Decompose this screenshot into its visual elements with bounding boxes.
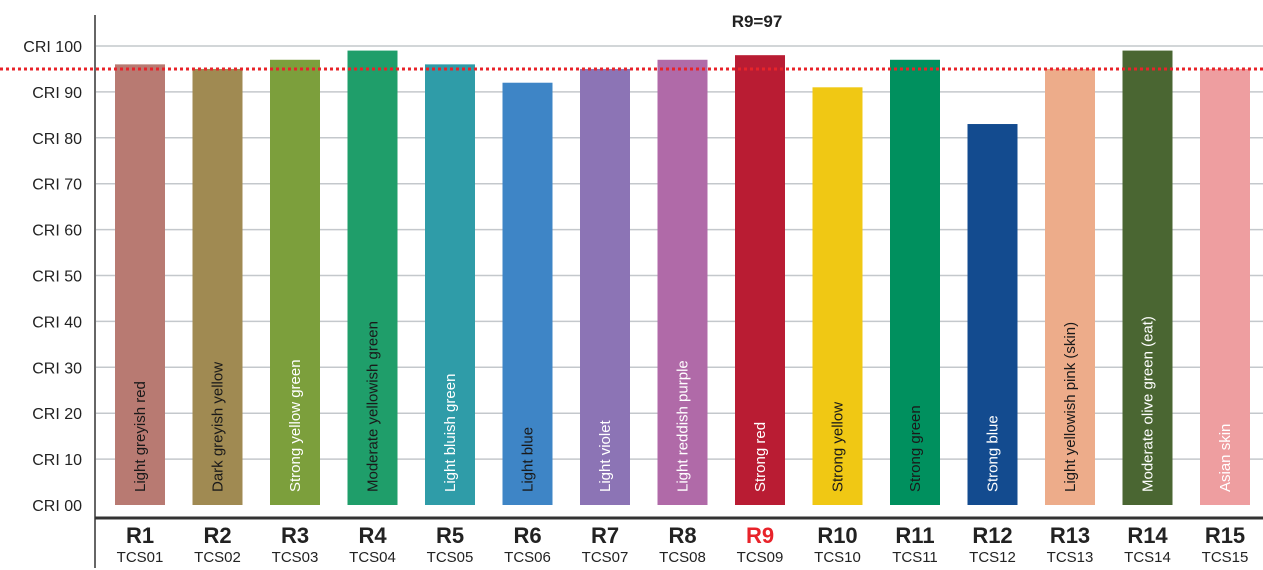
x-label-tcs: TCS12: [969, 549, 1016, 566]
x-label-r: R12: [972, 523, 1012, 548]
x-label-tcs: TCS08: [659, 549, 706, 566]
y-tick-label: CRI 00: [32, 498, 82, 515]
bars: Light greyish red Dark greyish yellow Stro…: [115, 50, 1250, 506]
bar-r9: [735, 55, 785, 506]
x-label-tcs: TCS04: [349, 549, 396, 566]
bar-r5: [425, 64, 475, 506]
x-label-tcs: TCS02: [194, 549, 241, 566]
bar-r1: [115, 64, 165, 506]
bar-name-label: Strong yellow green: [287, 359, 304, 492]
bar-r6: [502, 82, 553, 505]
bar-name-label: Moderate yellowish green: [365, 321, 382, 492]
y-tick-label: CRI 80: [32, 131, 82, 148]
bar-name-label: Strong yellow: [830, 402, 847, 492]
bar-name-label: Strong blue: [985, 415, 1002, 492]
x-label-r: R1: [126, 523, 154, 548]
bar-r11: [890, 59, 940, 506]
y-tick-label: CRI 90: [32, 85, 82, 102]
y-axis-ticks: CRI 00 CRI 10 CRI 20 CRI 30 CRI 40 CRI 50 CRI …: [23, 39, 82, 515]
bar-r4: [347, 50, 398, 506]
bar-r10: [812, 87, 863, 505]
y-tick-label: CRI 20: [32, 406, 82, 423]
x-label-r: R9: [746, 523, 774, 548]
x-label-tcs: TCS05: [427, 549, 474, 566]
y-tick-label: CRI 30: [32, 360, 82, 377]
bar-r8: [657, 59, 708, 506]
x-label-tcs: TCS06: [504, 549, 551, 566]
x-label-r: R3: [281, 523, 309, 548]
x-label-r: R7: [591, 523, 619, 548]
bar-r15: [1200, 68, 1250, 505]
bar-name-label: Asian skin: [1217, 424, 1234, 492]
y-tick-label: CRI 100: [23, 39, 82, 56]
bar-r14: [1122, 50, 1173, 506]
bar-name-label: Light bluish green: [442, 374, 459, 492]
r9-annotation: R9=97: [732, 12, 783, 31]
x-label-r: R4: [358, 523, 387, 548]
x-label-tcs: TCS09: [737, 549, 784, 566]
x-label-tcs: TCS10: [814, 549, 861, 566]
x-axis-labels: R1TCS01R2TCS02R3TCS03R4TCS04R5TCS05R6TCS…: [117, 523, 1249, 566]
bar-r7: [580, 68, 630, 505]
bar-name-label: Light blue: [520, 427, 537, 492]
x-label-r: R13: [1050, 523, 1090, 548]
y-tick-label: CRI 60: [32, 223, 82, 240]
bar-r3: [270, 59, 320, 506]
x-label-r: R14: [1127, 523, 1168, 548]
x-label-tcs: TCS11: [892, 549, 938, 566]
bar-name-label: Light reddish purple: [675, 360, 692, 492]
x-label-r: R6: [513, 523, 541, 548]
bar-name-label: Strong green: [907, 405, 924, 492]
bar-name-label: Light violet: [597, 419, 614, 492]
x-label-r: R2: [203, 523, 231, 548]
x-label-tcs: TCS14: [1124, 549, 1171, 566]
bar-r2: [192, 68, 243, 505]
bar-name-label: Light greyish red: [132, 381, 149, 492]
y-tick-label: CRI 50: [32, 269, 82, 286]
bar-r13: [1045, 68, 1095, 505]
bar-r12: [967, 124, 1018, 505]
x-label-tcs: TCS07: [582, 549, 629, 566]
x-label-tcs: TCS13: [1047, 549, 1094, 566]
y-tick-label: CRI 10: [32, 452, 82, 469]
x-label-r: R5: [436, 523, 464, 548]
x-label-r: R8: [668, 523, 696, 548]
bar-name-label: Light yellowish pink (skin): [1062, 322, 1079, 492]
bar-name-label: Dark greyish yellow: [210, 362, 227, 492]
bar-name-label: Moderate olive green (eat): [1140, 316, 1157, 492]
x-label-r: R10: [817, 523, 857, 548]
y-tick-label: CRI 40: [32, 314, 82, 331]
x-label-tcs: TCS01: [117, 549, 164, 566]
x-label-r: R15: [1205, 523, 1245, 548]
x-label-r: R11: [895, 523, 934, 548]
y-tick-label: CRI 70: [32, 177, 82, 194]
x-label-tcs: TCS03: [272, 549, 319, 566]
x-label-tcs: TCS15: [1202, 549, 1249, 566]
bar-name-label: Strong red: [752, 422, 769, 492]
